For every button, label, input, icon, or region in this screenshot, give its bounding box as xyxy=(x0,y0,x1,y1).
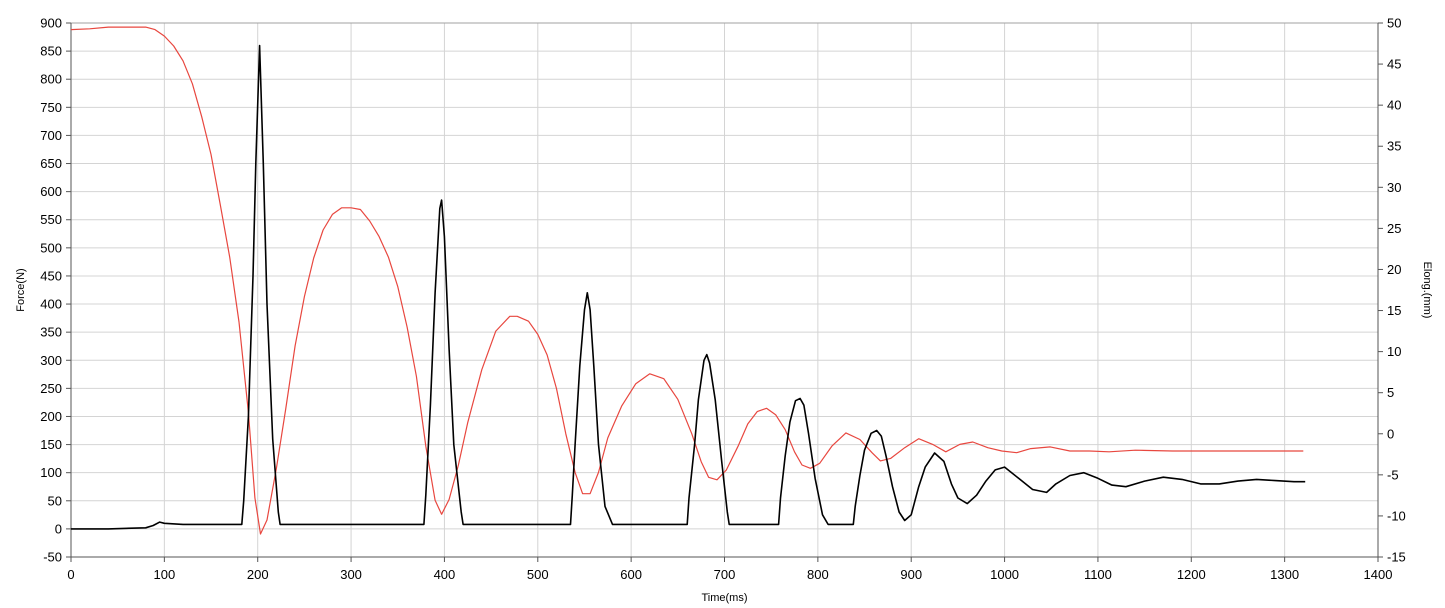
x-tick-label: 700 xyxy=(714,567,736,582)
x-tick-label: 1100 xyxy=(1084,567,1112,582)
y-left-tick-label: 800 xyxy=(40,72,62,87)
series-line-force xyxy=(71,44,1306,530)
series-layer xyxy=(70,26,1306,535)
y-left-tick-label: -50 xyxy=(43,550,62,565)
x-tick-label: 1400 xyxy=(1364,567,1393,582)
y-right-tick-label: -5 xyxy=(1387,467,1399,482)
y-left-tick-label: 700 xyxy=(40,128,62,143)
y-left-tick-label: 850 xyxy=(40,44,62,59)
y-left-tick-label: 50 xyxy=(48,493,62,508)
y-right-tick-label: 30 xyxy=(1387,180,1401,195)
y-right-tick-label: 0 xyxy=(1387,426,1394,441)
y-right-tick-label: 25 xyxy=(1387,221,1401,236)
y-right-tick-label: 5 xyxy=(1387,385,1394,400)
y-left-tick-label: 750 xyxy=(40,100,62,115)
y-left-tick-label: 550 xyxy=(40,212,62,227)
x-tick-label: 400 xyxy=(434,567,456,582)
y-right-tick-label: -15 xyxy=(1387,550,1406,565)
y-right-tick-label: 10 xyxy=(1387,344,1401,359)
y-right-tick-label: 50 xyxy=(1387,16,1401,31)
y-right-tick-label: 45 xyxy=(1387,57,1401,72)
y-right-tick-label: 35 xyxy=(1387,139,1401,154)
y-left-tick-label: 900 xyxy=(40,16,62,31)
y-left-tick-label: 150 xyxy=(40,437,62,452)
y-left-tick-label: 300 xyxy=(40,353,62,368)
y-left-tick-label: 350 xyxy=(40,325,62,340)
y-left-tick-label: 100 xyxy=(40,465,62,480)
x-tick-label: 500 xyxy=(527,567,549,582)
x-tick-label: 1300 xyxy=(1270,567,1299,582)
x-tick-label: 1200 xyxy=(1177,567,1206,582)
y-left-tick-label: 500 xyxy=(40,240,62,255)
y-left-tick-label: 650 xyxy=(40,156,62,171)
y-left-tick-label: 0 xyxy=(55,521,62,536)
y-left-tick-label: 400 xyxy=(40,297,62,312)
y-left-tick-label: 600 xyxy=(40,184,62,199)
y-right-tick-label: 15 xyxy=(1387,303,1401,318)
x-tick-label: 0 xyxy=(67,567,74,582)
grid-lines xyxy=(70,22,1379,558)
y-left-tick-label: 450 xyxy=(40,268,62,283)
x-axis-label: Time(ms) xyxy=(701,592,747,604)
series-line-elongation xyxy=(70,26,1304,535)
y-axis-left: -50 0 50 100 150 200 250 300 350 400 450 500 550 600 6… xyxy=(40,16,72,565)
x-axis: 0 100 200 300 400 500 600 700 800 900 1000 1100 1200… xyxy=(67,556,1393,582)
y-axis-right: -15 -10 -5 0 5 10 15 20 25 30 35 40 45 50 xyxy=(1377,16,1406,565)
x-tick-label: 800 xyxy=(807,567,829,582)
y-axis-left-label: Force(N) xyxy=(15,268,27,311)
x-tick-label: 200 xyxy=(247,567,269,582)
x-tick-label: 1000 xyxy=(990,567,1019,582)
x-tick-label: 900 xyxy=(900,567,922,582)
y-right-tick-label: -10 xyxy=(1387,508,1406,523)
y-right-tick-label: 40 xyxy=(1387,98,1401,113)
y-left-tick-label: 200 xyxy=(40,409,62,424)
x-tick-label: 100 xyxy=(154,567,176,582)
x-tick-label: 600 xyxy=(620,567,642,582)
y-axis-right-label: Elong.(mm) xyxy=(1421,262,1433,319)
y-left-tick-label: 250 xyxy=(40,381,62,396)
y-right-tick-label: 20 xyxy=(1387,262,1401,277)
x-tick-label: 300 xyxy=(340,567,362,582)
